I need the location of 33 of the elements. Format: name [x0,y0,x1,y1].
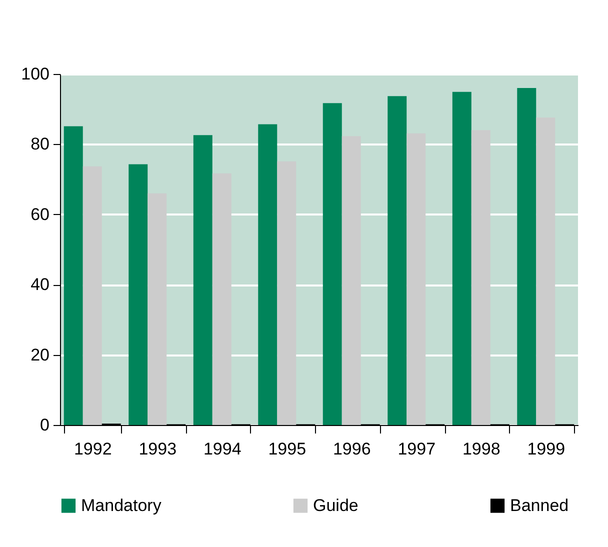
y-tick-label: 80 [30,134,50,154]
legend-label: Banned [510,496,569,515]
bar [148,193,167,425]
y-tick-label: 60 [30,204,50,224]
bar [406,133,426,425]
bar [193,135,212,425]
y-tick-label: 40 [30,275,50,294]
x-tick-label: 1992 [74,440,112,458]
x-tick-label: 1994 [203,440,242,458]
x-tick-label: 1999 [527,440,566,458]
bar [277,161,296,425]
y-tick-label: 100 [21,64,50,84]
bar [342,136,361,425]
bar [212,173,232,425]
bar [517,88,536,425]
bar [322,103,342,425]
x-tick-label: 1998 [462,440,500,458]
x-tick-label: 1997 [398,440,436,458]
bar [64,126,83,425]
bar [128,164,148,425]
x-tick-label: 1995 [268,440,306,458]
y-tick-label: 0 [40,416,50,434]
bar [452,92,472,425]
bar [82,166,102,425]
bar [536,118,556,425]
bar [258,124,278,425]
bar [388,96,407,425]
y-tick-label: 20 [30,345,50,364]
legend-label: Mandatory [81,496,162,515]
legend-label: Guide [313,496,358,515]
x-tick-label: 1993 [138,440,177,458]
bar [471,130,490,425]
x-tick-label: 1996 [332,440,371,458]
